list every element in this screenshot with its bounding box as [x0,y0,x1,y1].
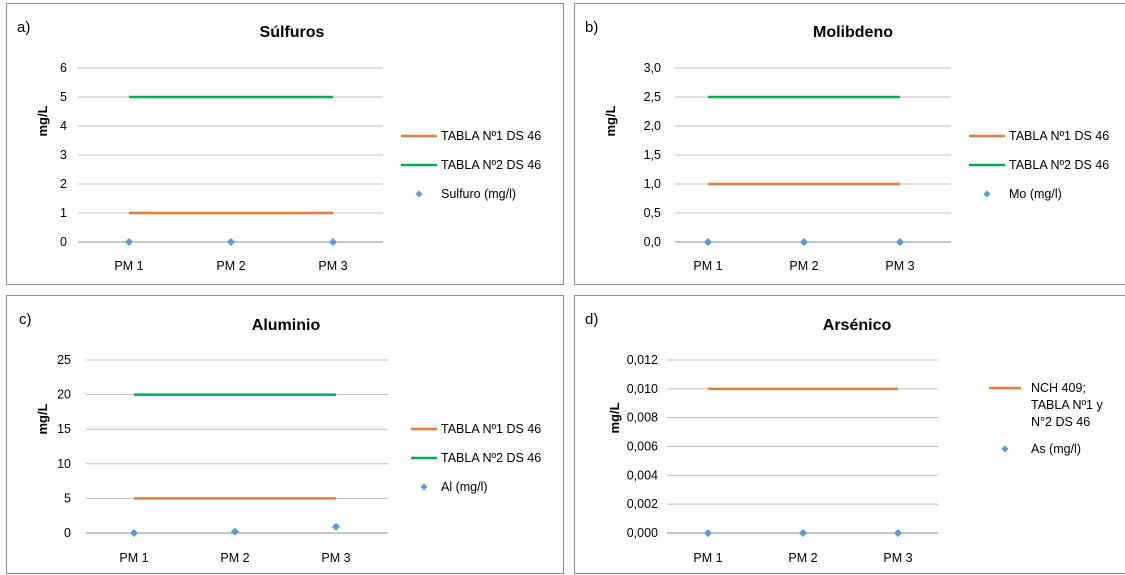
y-tick-label: 0,006 [627,440,658,454]
y-tick-label: 3 [60,148,67,162]
data-point [799,529,807,537]
chart-title: Súlfuros [260,24,325,41]
x-tick-label: PM 1 [693,259,722,273]
legend-label: TABLA Nº1 DS 46 [1009,129,1109,143]
legend-label: As (mg/l) [1031,442,1081,456]
y-tick-label: 0,012 [627,353,658,367]
y-tick-label: 15 [57,422,71,436]
y-tick-label: 0,002 [627,497,658,511]
legend-label: TABLA Nº2 DS 46 [1009,158,1109,172]
y-tick-label: 25 [57,353,71,367]
legend-label: TABLA Nº1 DS 46 [441,129,541,143]
y-tick-label: 10 [57,457,71,471]
data-point [231,527,239,536]
data-point [125,238,133,246]
data-point [896,238,904,246]
y-tick-label: 1 [60,206,67,220]
y-tick-label: 20 [57,388,71,402]
y-tick-label: 0 [64,526,71,540]
y-tick-label: 0,0 [644,235,661,249]
y-axis-label: mg/L [35,105,50,136]
chart-svg: d) Arsénico mg/L 0,000 0,002 0,004 0,006 0,008 0… [585,311,1103,565]
y-tick-label: 0,010 [627,382,658,396]
panel-label: c) [19,311,32,328]
panel-label: d) [585,311,598,328]
y-tick-label: 1,5 [644,148,661,162]
chart-svg: b) Molibdeno mg/L 0,0 0,5 1,0 1,5 2,0 2,5 3,0 PM 1… [585,19,1109,273]
x-tick-label: PM 2 [216,259,245,273]
data-point [329,238,337,246]
y-tick-label: 0,004 [627,468,658,482]
y-tick-label: 3,0 [644,61,661,75]
chart-panel-molibdeno: b) Molibdeno mg/L 0,0 0,5 1,0 1,5 2,0 2,5 3,0 PM 1… [574,3,1125,285]
chart-title: Arsénico [823,317,892,334]
legend-marker-swatch [983,190,991,198]
x-tick-label: PM 2 [789,259,818,273]
y-axis-label: mg/L [607,402,622,433]
data-point [800,238,808,246]
y-tick-label: 0,5 [644,206,661,220]
chart-title: Molibdeno [813,24,893,41]
data-point [227,238,235,246]
y-axis-label: mg/L [603,105,618,136]
legend-label: TABLA Nº2 DS 46 [441,158,541,172]
y-tick-label: 6 [60,61,67,75]
y-tick-label: 0,000 [627,526,658,540]
y-tick-label: 4 [60,119,67,133]
panel-label: b) [585,19,598,36]
legend-label: Al (mg/l) [441,480,488,494]
chart-panel-arsenico: d) Arsénico mg/L 0,000 0,002 0,004 0,006 0,008 0… [574,295,1125,574]
data-point [704,238,712,246]
y-tick-label: 2,5 [644,90,661,104]
y-tick-label: 2 [60,177,67,191]
x-tick-label: PM 3 [321,551,350,565]
panel-label: a) [17,19,30,36]
chart-svg: c) Aluminio mg/L 0 5 10 15 20 25 PM 1 PM 2 PM 3 TABL… [19,311,541,565]
data-point [894,529,902,537]
x-tick-label: PM 3 [883,551,912,565]
data-point [130,529,138,537]
chart-title: Aluminio [252,317,321,334]
x-tick-label: PM 2 [220,551,249,565]
y-axis-label: mg/L [35,403,50,434]
chart-svg: a) Súlfuros mg/L 0 1 2 3 4 5 6 PM 1 PM 2 PM 3 TABLA N… [17,19,541,273]
y-tick-label: 0 [60,235,67,249]
legend-marker-swatch [1001,445,1009,453]
legend-label: NCH 409; TABLA Nº1 y N°2 DS 46 [1031,381,1103,429]
y-tick-label: 5 [60,90,67,104]
legend-label: Sulfuro (mg/l) [441,187,516,201]
x-tick-label: PM 1 [693,551,722,565]
x-tick-label: PM 1 [119,551,148,565]
chart-panel-sulfuros: a) Súlfuros mg/L 0 1 2 3 4 5 6 PM 1 PM 2 PM 3 TABLA N… [6,3,564,285]
y-tick-label: 5 [64,491,71,505]
y-tick-label: 0,008 [627,411,658,425]
legend-label: Mo (mg/l) [1009,187,1062,201]
chart-panel-aluminio: c) Aluminio mg/L 0 5 10 15 20 25 PM 1 PM 2 PM 3 TABL… [6,295,564,574]
legend-label: TABLA Nº1 DS 46 [441,422,541,436]
data-point [332,522,340,531]
x-tick-label: PM 1 [114,259,143,273]
legend-marker-swatch [415,190,423,198]
y-tick-label: 1,0 [644,177,661,191]
data-point [704,529,712,537]
x-tick-label: PM 3 [885,259,914,273]
x-tick-label: PM 3 [318,259,347,273]
legend-label: TABLA Nº2 DS 46 [441,451,541,465]
x-tick-label: PM 2 [788,551,817,565]
legend-marker-swatch [420,483,428,491]
y-tick-label: 2,0 [644,119,661,133]
